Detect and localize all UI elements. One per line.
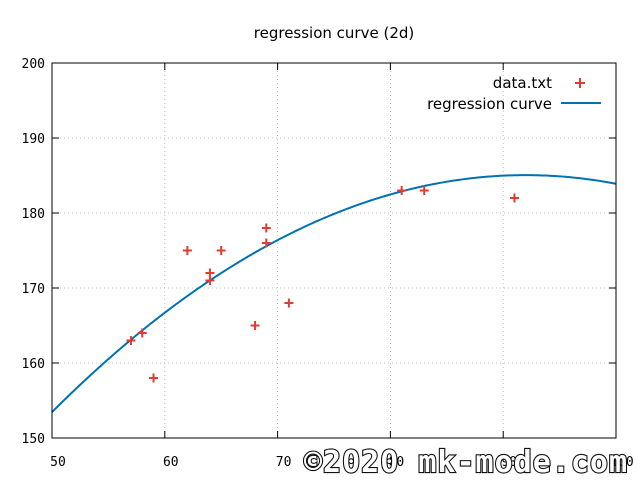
data-point	[397, 186, 407, 195]
grid	[52, 63, 616, 438]
data-point	[261, 238, 271, 248]
regression-curve-layer	[51, 174, 617, 413]
data-point	[205, 276, 215, 285]
plot-border	[51, 62, 617, 439]
y-tick-label: 170	[22, 282, 45, 297]
data-point	[126, 336, 136, 345]
regression-curve-line	[51, 174, 617, 413]
y-tick-label: 190	[22, 132, 45, 147]
data-point	[284, 298, 294, 308]
watermark: ©2020 mk-mode.com	[304, 445, 628, 480]
x-tick-label: 60	[163, 455, 179, 470]
data-points-layer	[126, 186, 519, 383]
data-point	[182, 246, 192, 255]
y-tick-label: 180	[22, 207, 45, 222]
y-tick-label: 150	[22, 432, 45, 447]
legend-label-data: data.txt	[493, 74, 552, 92]
data-point	[149, 373, 159, 383]
x-tick-label: 90	[501, 455, 517, 470]
x-tick-label: 80	[389, 455, 405, 470]
x-tick-label: 70	[276, 455, 292, 470]
x-tick-label: 50	[50, 455, 66, 470]
axis-ticks: 50 60 70 80 90 100 150 160 170 180 190 200	[22, 57, 634, 470]
y-tick-label: 200	[22, 57, 45, 72]
data-point	[250, 321, 260, 330]
data-point	[137, 328, 147, 338]
data-point	[419, 186, 429, 195]
data-point	[509, 193, 519, 203]
data-point	[216, 246, 226, 255]
x-tick-label: 100	[610, 455, 633, 470]
legend: data.txt regression curve	[427, 74, 601, 113]
data-point	[261, 223, 271, 233]
y-tick-label: 160	[22, 357, 45, 372]
legend-label-curve: regression curve	[427, 95, 552, 113]
chart-title: regression curve (2d)	[254, 24, 414, 42]
